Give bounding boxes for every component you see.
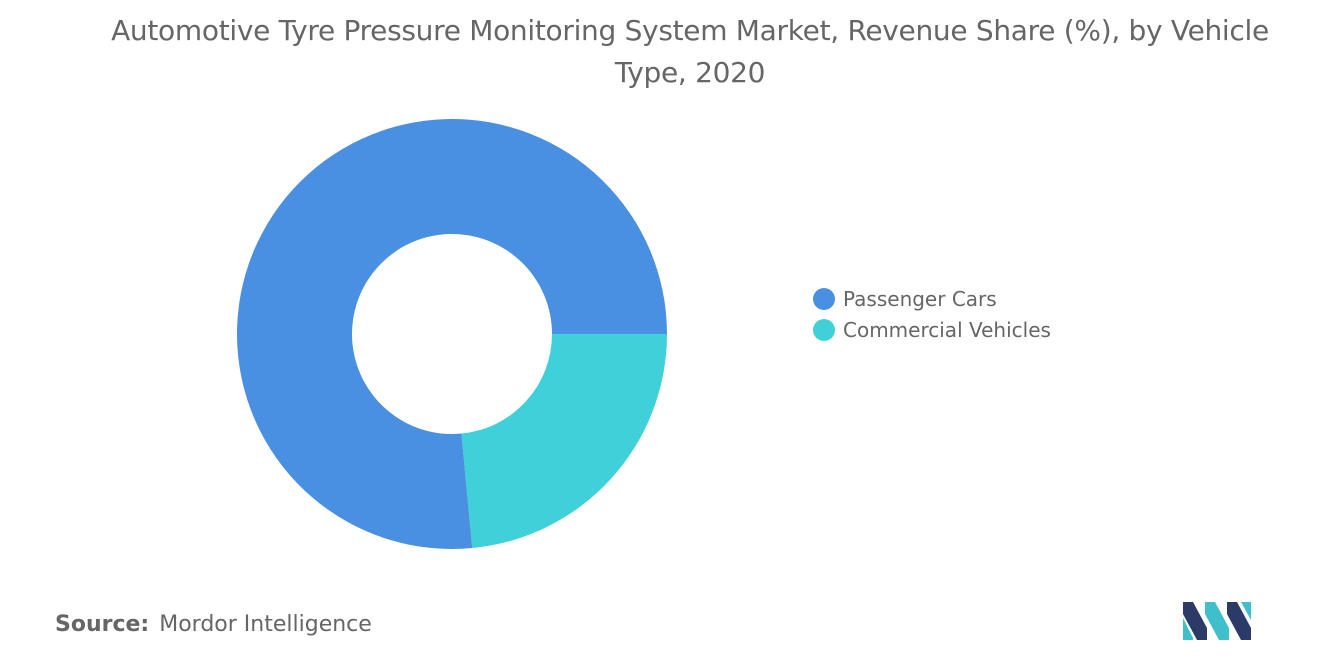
legend-swatch-passenger-cars [813, 287, 835, 310]
mordor-intelligence-logo-icon [1183, 602, 1251, 640]
legend-item-passenger-cars: Passenger Cars [813, 283, 1051, 314]
source-note: Source: Mordor Intelligence [55, 612, 372, 637]
donut-slice-passenger-cars [237, 118, 667, 549]
donut-slice-commercial-vehicles [461, 334, 667, 549]
source-text: Mordor Intelligence [159, 612, 372, 637]
legend-item-commercial-vehicles: Commercial Vehicles [813, 314, 1051, 345]
chart-title: Automotive Tyre Pressure Monitoring Syst… [111, 14, 1269, 89]
legend-label: Passenger Cars [843, 286, 997, 311]
source-label: Source: [55, 612, 150, 637]
legend-label: Commercial Vehicles [843, 317, 1051, 342]
legend: Passenger Cars Commercial Vehicles [813, 283, 1051, 345]
legend-swatch-commercial-vehicles [813, 318, 835, 341]
